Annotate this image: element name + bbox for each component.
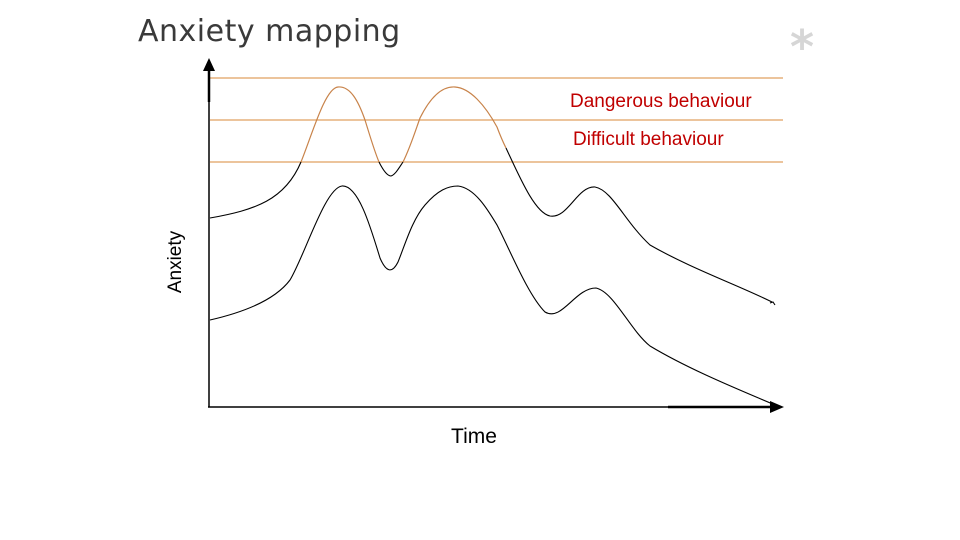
upper-curve — [209, 147, 776, 306]
asterisk-decoration: * — [790, 20, 815, 74]
upper-curve-peak-2 — [402, 86, 507, 163]
difficult-behaviour-label: Difficult behaviour — [573, 129, 724, 150]
y-axis-arrow — [203, 58, 215, 71]
lower-curve — [209, 185, 776, 406]
y-axis-label: Anxiety — [165, 230, 186, 294]
upper-curve-peak-1 — [300, 86, 380, 163]
x-axis-label: Time — [451, 425, 497, 448]
x-axis-arrow — [770, 401, 784, 413]
dangerous-behaviour-label: Dangerous behaviour — [570, 91, 752, 112]
slide-title: Anxiety mapping — [138, 14, 401, 49]
